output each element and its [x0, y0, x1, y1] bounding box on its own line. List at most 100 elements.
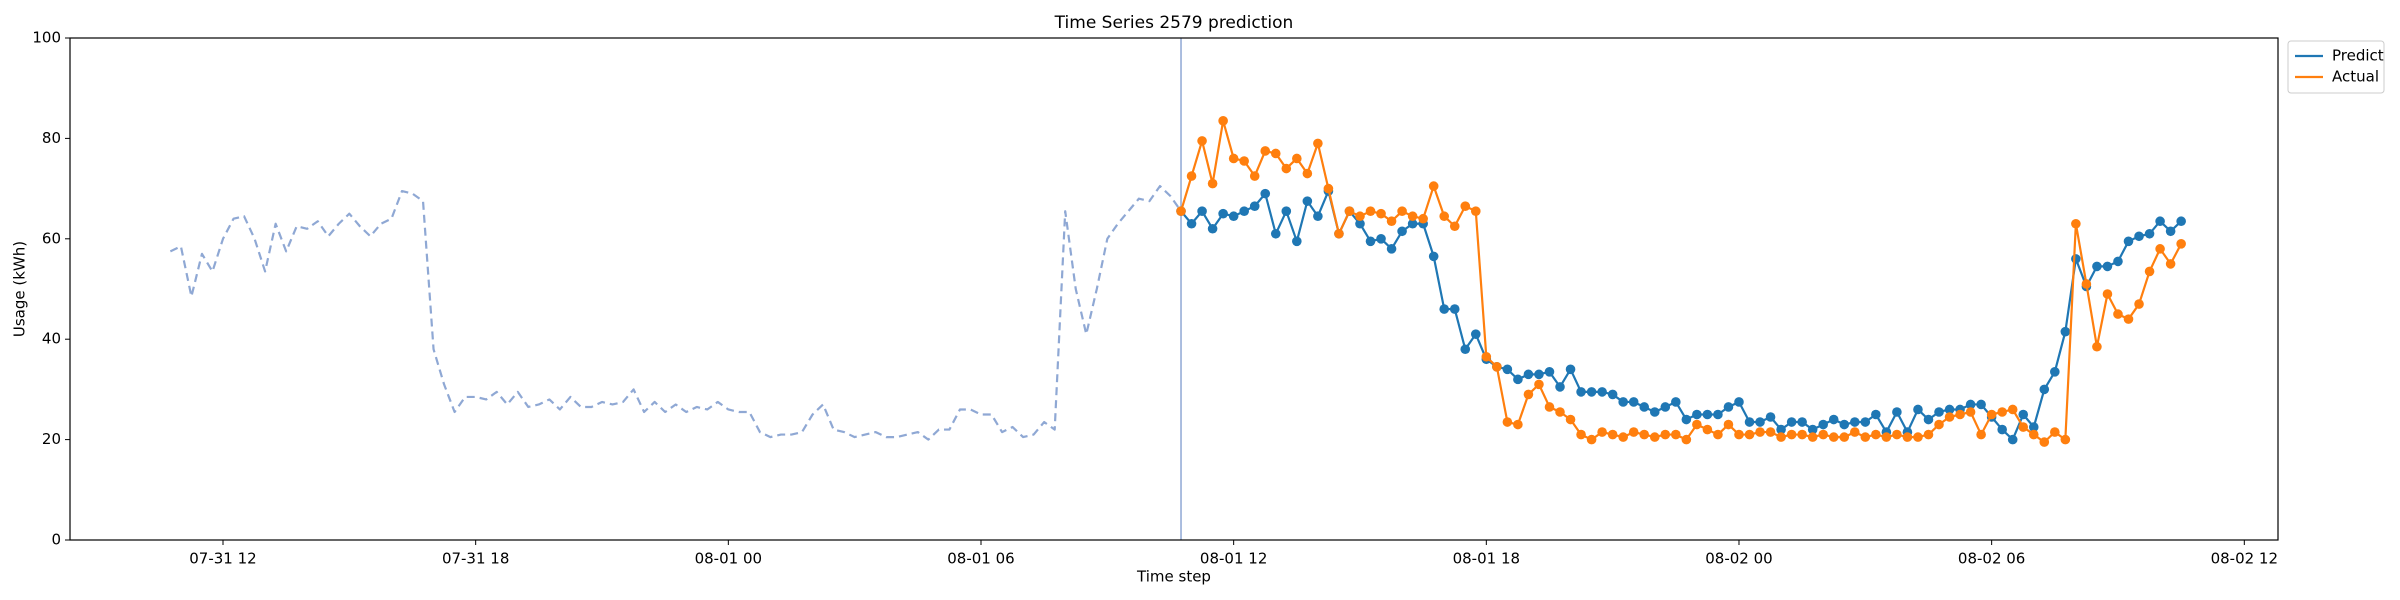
- data-point: [1913, 404, 1923, 415]
- data-point: [1786, 429, 1797, 440]
- data-point: [1660, 429, 1671, 440]
- data-point: [1439, 304, 1450, 314]
- data-point: [1681, 414, 1692, 425]
- data-point: [1755, 427, 1765, 437]
- data-point: [2028, 422, 2039, 432]
- y-tick-label: 80: [42, 129, 61, 147]
- data-point: [1249, 201, 1260, 211]
- data-point: [2113, 256, 2123, 267]
- data-point: [2165, 259, 2176, 269]
- data-point: [2060, 434, 2071, 445]
- data-point: [1460, 201, 1471, 211]
- data-point: [1576, 429, 1586, 440]
- data-point: [1607, 429, 1618, 440]
- data-point: [1270, 228, 1281, 239]
- data-point: [2018, 409, 2029, 420]
- data-point: [1849, 417, 1860, 427]
- data-point: [1839, 432, 1850, 442]
- data-point: [1902, 432, 1913, 442]
- data-point: [2060, 326, 2071, 337]
- data-point: [1523, 369, 1534, 380]
- data-point: [1976, 399, 1986, 410]
- x-tick-label: 08-01 12: [1200, 550, 1267, 568]
- series-line: [169, 184, 1182, 441]
- data-point: [1449, 304, 1460, 314]
- data-point: [1449, 221, 1460, 232]
- data-point: [1239, 206, 1249, 216]
- data-point: [1765, 427, 1776, 437]
- data-point: [1586, 387, 1597, 397]
- data-point: [1513, 419, 1523, 430]
- data-point: [2113, 309, 2123, 319]
- data-point: [2039, 384, 2050, 395]
- data-point: [1818, 419, 1829, 430]
- data-point: [1302, 168, 1313, 179]
- data-point: [1881, 432, 1892, 442]
- data-point: [1239, 156, 1249, 166]
- data-point: [2144, 228, 2155, 239]
- data-point: [2176, 216, 2186, 227]
- data-point: [1218, 208, 1228, 219]
- data-point: [1913, 432, 1923, 442]
- data-point: [1260, 146, 1271, 156]
- data-point: [1692, 409, 1702, 420]
- data-point: [1513, 374, 1523, 385]
- data-point: [1555, 407, 1565, 417]
- data-point: [1723, 419, 1734, 430]
- data-point: [1576, 387, 1586, 397]
- data-point: [2018, 422, 2029, 432]
- data-point: [1649, 432, 1660, 442]
- data-point: [1807, 432, 1818, 442]
- data-point: [2028, 429, 2039, 440]
- data-point: [1586, 434, 1597, 445]
- data-point: [1934, 419, 1944, 430]
- x-tick-label: 08-02 00: [1705, 550, 1772, 568]
- data-point: [1407, 211, 1418, 222]
- data-point: [1649, 407, 1660, 417]
- data-point: [1997, 424, 2007, 435]
- data-point: [1723, 402, 1734, 412]
- data-point: [1334, 228, 1344, 239]
- data-point: [1281, 163, 1292, 174]
- data-point: [2092, 261, 2102, 272]
- data-point: [1681, 434, 1692, 445]
- data-point: [1776, 424, 1786, 435]
- data-point: [1744, 429, 1755, 440]
- data-point: [1597, 387, 1607, 397]
- data-point: [1565, 364, 1576, 375]
- data-point: [1481, 351, 1492, 362]
- data-point: [1355, 211, 1365, 222]
- data-point: [2102, 289, 2113, 299]
- data-point: [1955, 409, 1965, 420]
- data-point: [1323, 183, 1334, 194]
- data-point: [1807, 424, 1818, 435]
- data-point: [1502, 417, 1513, 427]
- data-point: [1418, 213, 1428, 224]
- data-point: [1671, 397, 1681, 407]
- y-tick-label: 20: [42, 430, 61, 448]
- data-point: [1828, 414, 1839, 425]
- data-point: [1249, 171, 1260, 181]
- data-point: [2071, 254, 2081, 264]
- data-point: [1923, 429, 1934, 440]
- data-point: [1555, 382, 1565, 392]
- data-point: [1292, 236, 1302, 247]
- data-point: [1660, 402, 1671, 412]
- data-point: [1786, 417, 1797, 427]
- data-point: [1871, 429, 1881, 440]
- data-point: [1797, 429, 1807, 440]
- data-point: [2165, 226, 2176, 237]
- data-point: [1313, 138, 1323, 149]
- data-point: [1186, 218, 1197, 229]
- data-point: [2144, 266, 2155, 277]
- data-point: [1934, 407, 1944, 417]
- data-point: [1492, 362, 1502, 372]
- data-point: [2123, 314, 2134, 324]
- data-point: [1618, 397, 1628, 407]
- data-point: [1407, 218, 1418, 229]
- data-point: [1386, 216, 1397, 227]
- data-point: [1228, 153, 1239, 164]
- data-point: [1839, 419, 1850, 430]
- data-point: [2176, 239, 2186, 249]
- y-tick-label: 40: [42, 330, 61, 348]
